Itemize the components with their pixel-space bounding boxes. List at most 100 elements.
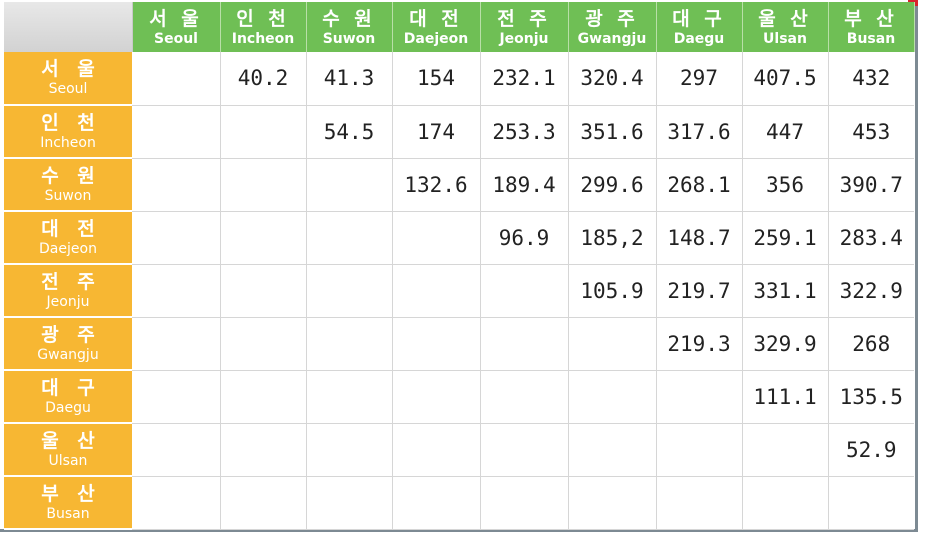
distance-cell: 297	[656, 52, 743, 106]
distance-cell	[132, 317, 221, 371]
distance-cell	[220, 105, 307, 159]
distance-cell: 111.1	[742, 370, 829, 424]
distance-cell: 96.9	[480, 211, 569, 265]
col-header-incheon: 인 천 Incheon	[220, 2, 307, 52]
row-header-jeonju: 전 주 Jeonju	[4, 264, 132, 318]
row-header-ko: 수 원	[41, 164, 101, 187]
distance-cell: 132.6	[392, 158, 481, 212]
row-header-en: Seoul	[48, 81, 88, 97]
col-header-en: Daejeon	[403, 31, 469, 47]
distance-cell: 189.4	[480, 158, 569, 212]
distance-cell	[132, 476, 221, 530]
col-header-ko: 수 원	[322, 8, 376, 30]
col-header-ko: 부 산	[844, 8, 898, 30]
distance-cell: 317.6	[656, 105, 743, 159]
row-header-daejeon: 대 전 Daejeon	[4, 211, 132, 265]
row-header-gwangju: 광 주 Gwangju	[4, 317, 132, 371]
distance-table: 서 울 Seoul 인 천 Incheon 수 원 Suwon 대 전 Daejeon …	[4, 2, 915, 530]
distance-cell	[220, 423, 307, 477]
col-header-ko: 대 전	[409, 8, 463, 30]
col-header-suwon: 수 원 Suwon	[306, 2, 393, 52]
row-header-busan: 부 산 Busan	[4, 476, 132, 530]
row-header-en: Busan	[46, 505, 90, 522]
table-row: 수 원 Suwon 132.6 189.4 299.6 268.1 356 390.7	[4, 158, 914, 212]
row-header-en: Suwon	[44, 187, 92, 204]
distance-cell	[220, 317, 307, 371]
distance-cell	[392, 317, 481, 371]
distance-cell: 453	[828, 105, 914, 159]
distance-cell	[306, 476, 393, 530]
distance-cell	[742, 423, 829, 477]
distance-cell: 174	[392, 105, 481, 159]
distance-cell	[132, 158, 221, 212]
distance-cell: 154	[392, 52, 481, 106]
distance-cell	[568, 476, 657, 530]
distance-cell	[392, 370, 481, 424]
distance-cell: 407.5	[742, 52, 829, 106]
distance-cell	[568, 370, 657, 424]
distance-cell: 232.1	[480, 52, 569, 106]
distance-cell	[480, 264, 569, 318]
distance-cell	[742, 476, 829, 530]
distance-cell: 40.2	[220, 52, 307, 106]
distance-cell	[306, 317, 393, 371]
distance-cell	[132, 423, 221, 477]
distance-cell: 259.1	[742, 211, 829, 265]
distance-cell	[306, 264, 393, 318]
distance-cell	[306, 211, 393, 265]
col-header-daejeon: 대 전 Daejeon	[392, 2, 481, 52]
table-row: 울 산 Ulsan 52.9	[4, 423, 914, 477]
col-header-en: Suwon	[322, 31, 376, 47]
distance-cell: 322.9	[828, 264, 914, 318]
distance-cell	[132, 52, 221, 106]
distance-cell	[480, 370, 569, 424]
distance-cell	[392, 264, 481, 318]
col-header-en: Ulsan	[763, 31, 807, 47]
col-header-ko: 광 주	[585, 8, 639, 30]
distance-cell	[306, 158, 393, 212]
row-header-ko: 울 산	[41, 429, 101, 452]
distance-cell: 351.6	[568, 105, 657, 159]
distance-cell: 447	[742, 105, 829, 159]
distance-cell	[220, 370, 307, 424]
col-header-en: Daegu	[673, 31, 725, 47]
col-header-en: Busan	[846, 31, 896, 47]
table-row: 서 울 Seoul 40.2 41.3 154 232.1 320.4 297 407.5 432	[4, 52, 914, 106]
distance-cell: 185,2	[568, 211, 657, 265]
distance-cell: 41.3	[306, 52, 393, 106]
col-header-en: Gwangju	[577, 31, 647, 47]
distance-cell	[480, 423, 569, 477]
distance-cell: 299.6	[568, 158, 657, 212]
distance-cell	[392, 211, 481, 265]
distance-cell	[656, 423, 743, 477]
col-header-jeonju: 전 주 Jeonju	[480, 2, 569, 52]
distance-cell: 219.3	[656, 317, 743, 371]
table-row: 대 전 Daejeon 96.9 185,2 148.7 259.1 283.4	[4, 211, 914, 265]
row-header-en: Incheon	[40, 134, 96, 151]
row-header-ko: 대 구	[41, 376, 101, 399]
distance-cell: 390.7	[828, 158, 914, 212]
row-header-incheon: 인 천 Incheon	[4, 105, 132, 159]
distance-cell	[132, 370, 221, 424]
row-header-en: Daegu	[45, 399, 91, 416]
distance-cell: 253.3	[480, 105, 569, 159]
col-header-ko: 전 주	[497, 8, 551, 30]
col-header-en: Incheon	[231, 31, 295, 47]
distance-cell	[480, 317, 569, 371]
distance-cell	[656, 476, 743, 530]
header-row: 서 울 Seoul 인 천 Incheon 수 원 Suwon 대 전 Daejeon …	[4, 2, 915, 52]
col-header-seoul: 서 울 Seoul	[132, 2, 221, 52]
distance-cell	[568, 317, 657, 371]
col-header-gwangju: 광 주 Gwangju	[568, 2, 657, 52]
row-header-ko: 대 전	[41, 217, 101, 240]
distance-cell	[220, 158, 307, 212]
distance-cell: 320.4	[568, 52, 657, 106]
row-header-ko: 광 주	[41, 323, 101, 346]
table-row: 대 구 Daegu 111.1 135.5	[4, 370, 914, 424]
corner-cell	[4, 2, 133, 52]
row-header-daegu: 대 구 Daegu	[4, 370, 132, 424]
row-header-suwon: 수 원 Suwon	[4, 158, 132, 212]
distance-cell	[480, 476, 569, 530]
col-header-ko: 울 산	[758, 8, 812, 30]
